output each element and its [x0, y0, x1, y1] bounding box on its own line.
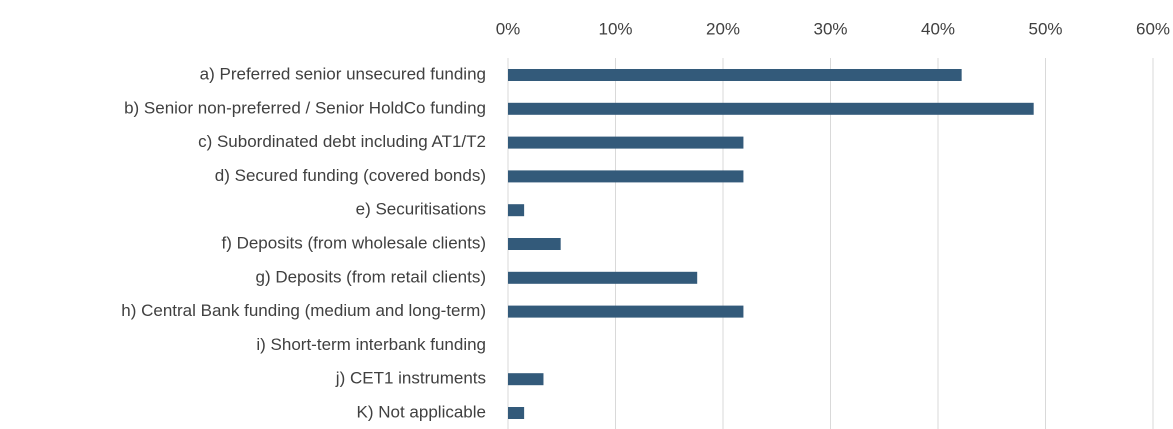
y-tick-label: a) Preferred senior unsecured funding: [200, 64, 486, 83]
bar: [508, 271, 698, 284]
bar: [508, 170, 744, 183]
y-tick-label: c) Subordinated debt including AT1/T2: [198, 132, 486, 151]
bar: [508, 305, 744, 318]
x-tick-label: 40%: [921, 19, 955, 38]
y-tick-label: j) CET1 instruments: [335, 369, 486, 388]
bar: [508, 136, 744, 149]
y-tick-label: i) Short-term interbank funding: [256, 335, 486, 354]
bar: [508, 238, 561, 250]
x-tick-label: 0%: [496, 19, 521, 38]
x-tick-label: 20%: [706, 19, 740, 38]
y-tick-label: b) Senior non-preferred / Senior HoldCo …: [124, 98, 486, 117]
y-tick-label: f) Deposits (from wholesale clients): [221, 233, 486, 252]
y-tick-label: d) Secured funding (covered bonds): [215, 166, 486, 185]
bar: [508, 407, 525, 419]
y-tick-label: g) Deposits (from retail clients): [255, 267, 486, 286]
y-tick-label: h) Central Bank funding (medium and long…: [121, 301, 486, 320]
x-tick-label: 10%: [598, 19, 632, 38]
bar: [508, 373, 544, 386]
y-tick-label: e) Securitisations: [356, 200, 486, 219]
y-tick-label: K) Not applicable: [357, 402, 486, 421]
x-tick-label: 60%: [1136, 19, 1170, 38]
bar: [508, 102, 1034, 115]
bar: [508, 69, 962, 81]
x-tick-label: 30%: [813, 19, 847, 38]
bar: [508, 204, 525, 217]
x-tick-label: 50%: [1028, 19, 1062, 38]
